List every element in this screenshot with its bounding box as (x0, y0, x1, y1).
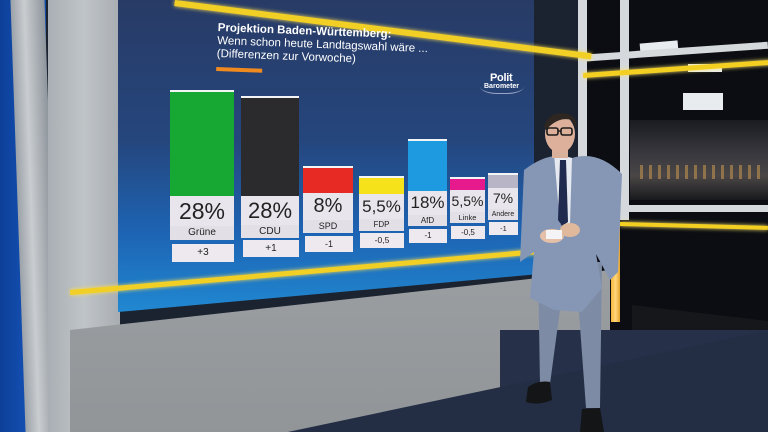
label-gruene: Grüne (170, 226, 234, 240)
value-andere: 7% (488, 188, 518, 209)
presenter (520, 113, 622, 432)
bar-cdu (241, 96, 299, 196)
value-fdp: 5,5% (359, 194, 404, 219)
bar-spd (303, 166, 353, 193)
label-andere: Andere (488, 209, 518, 220)
bar-andere (488, 173, 518, 188)
label-afd: AfD (408, 215, 447, 226)
window-frame (628, 205, 768, 212)
night-cityscape (630, 120, 768, 200)
bar-gruene (170, 90, 234, 196)
politbarometer-logo: Polit Barometer (480, 72, 524, 94)
bar-group-linke: 5,5% Linke -0,5 (450, 177, 485, 242)
bar-linke (450, 177, 485, 190)
value-spd: 8% (303, 193, 353, 220)
diff-fdp: -0,5 (360, 233, 404, 248)
bar-group-gruene: 28% Grüne +3 (170, 90, 234, 265)
reflection-light (683, 93, 723, 110)
bar-group-andere: 7% Andere -1 (488, 173, 518, 241)
diff-afd: -1 (409, 229, 447, 243)
diff-linke: -0,5 (451, 226, 485, 239)
value-afd: 18% (408, 191, 447, 215)
bar-group-afd: 18% AfD -1 (408, 139, 447, 247)
value-cdu: 28% (241, 196, 299, 225)
value-linke: 5,5% (450, 190, 485, 212)
chart-title: Projektion Baden-Württemberg: Wenn schon… (216, 22, 428, 79)
window-frame (620, 0, 629, 220)
diff-cdu: +1 (243, 240, 299, 257)
city-lights (640, 165, 765, 179)
label-fdp: FDP (359, 219, 404, 231)
label-linke: Linke (450, 212, 485, 223)
bar-group-cdu: 28% CDU +1 (241, 96, 299, 262)
value-gruene: 28% (170, 196, 234, 226)
bar-fdp (359, 176, 404, 194)
diff-spd: -1 (305, 236, 353, 252)
diff-gruene: +3 (172, 244, 234, 262)
diff-andere: -1 (489, 222, 518, 235)
logo-check-icon (480, 76, 524, 94)
bar-group-spd: 8% SPD -1 (303, 166, 353, 258)
label-spd: SPD (303, 220, 353, 233)
bar-group-fdp: 5,5% FDP -0,5 (359, 176, 404, 252)
bar-afd (408, 139, 447, 191)
label-cdu: CDU (241, 225, 299, 238)
